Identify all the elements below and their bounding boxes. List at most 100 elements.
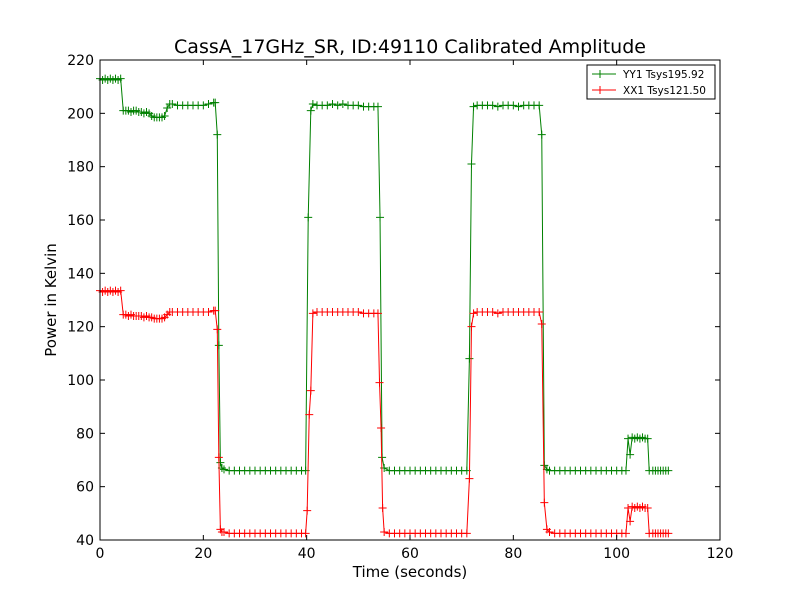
- legend-marker-xx1: [596, 86, 604, 94]
- data-point: [204, 308, 213, 316]
- x-tick-label: 120: [707, 546, 734, 562]
- series-layer: [96, 74, 673, 538]
- y-tick-label: 100: [67, 373, 94, 389]
- data-point: [213, 325, 222, 334]
- y-tick-label: 180: [67, 160, 94, 176]
- data-point: [354, 308, 363, 316]
- data-point: [493, 102, 502, 111]
- data-point: [488, 308, 497, 316]
- legend-entry-yy1: YY1 Tsys195.92: [622, 69, 704, 81]
- series-xx1: [96, 286, 673, 538]
- y-tick-label: 140: [67, 266, 94, 282]
- data-point: [624, 504, 633, 512]
- plot-area: [100, 60, 720, 540]
- y-tick-label: 80: [76, 426, 94, 442]
- data-point: [626, 450, 635, 459]
- series-yy1: [96, 74, 673, 475]
- data-point: [664, 466, 673, 475]
- data-point: [116, 74, 125, 83]
- data-point: [303, 506, 312, 515]
- data-point: [220, 465, 228, 474]
- x-axis: 0 20 40 60 80 100 120: [96, 60, 734, 562]
- legend-entry-xx1: XX1 Tsys121.50: [623, 85, 706, 97]
- data-point: [545, 528, 554, 536]
- data-point: [626, 517, 635, 526]
- y-tick-label: 40: [76, 533, 94, 549]
- data-point: [333, 101, 342, 110]
- x-axis-label: Time (seconds): [352, 563, 468, 581]
- data-point: [467, 160, 476, 168]
- y-tick-label: 200: [67, 106, 94, 122]
- data-point: [380, 528, 389, 536]
- data-point: [540, 498, 549, 507]
- data-point: [643, 434, 652, 443]
- legend: YY1 Tsys195.92 XX1 Tsys121.50: [586, 64, 716, 100]
- data-point: [535, 308, 544, 316]
- x-tick-label: 80: [504, 546, 522, 562]
- data-point: [211, 306, 220, 315]
- data-point: [214, 453, 223, 462]
- x-tick-label: 60: [401, 546, 419, 562]
- data-point: [537, 320, 546, 328]
- x-tick-label: 40: [298, 546, 316, 562]
- data-point: [301, 529, 310, 538]
- y-axis-label: Power in Kelvin: [42, 243, 60, 357]
- data-point: [204, 100, 213, 108]
- data-point: [540, 461, 549, 470]
- data-point: [509, 101, 518, 110]
- data-point: [624, 434, 633, 443]
- data-point: [537, 130, 546, 139]
- data-point: [373, 309, 382, 318]
- data-point: [469, 102, 478, 111]
- data-point: [308, 100, 317, 108]
- data-point: [306, 106, 315, 115]
- data-point: [214, 341, 223, 350]
- data-point: [378, 504, 387, 512]
- data-point: [469, 309, 478, 318]
- data-point: [323, 101, 332, 110]
- data-point: [338, 100, 347, 108]
- x-tick-label: 100: [603, 546, 630, 562]
- y-axis: 40 60 80 100 120 140 160 180 200 220: [67, 53, 720, 549]
- data-point: [306, 386, 315, 395]
- legend-box: [586, 64, 716, 100]
- data-point: [621, 466, 630, 475]
- data-point: [211, 98, 220, 107]
- data-point: [199, 101, 208, 110]
- legend-marker-yy1: [596, 70, 604, 78]
- data-point: [377, 424, 386, 432]
- chart-title: CassA_17GHz_SR, ID:49110 Calibrated Ampl…: [174, 36, 646, 58]
- data-point: [375, 378, 384, 387]
- data-point: [664, 529, 673, 538]
- data-point: [216, 458, 225, 467]
- data-point: [467, 322, 476, 331]
- data-point: [116, 286, 125, 295]
- data-point: [643, 504, 652, 512]
- data-point: [493, 309, 502, 318]
- y-tick-label: 120: [67, 320, 94, 336]
- y-tick-label: 160: [67, 213, 94, 229]
- data-point: [376, 213, 385, 222]
- data-point: [305, 410, 314, 419]
- data-point: [168, 100, 177, 108]
- data-point: [373, 102, 382, 111]
- data-point: [354, 101, 363, 110]
- data-point: [220, 528, 228, 536]
- data-point: [514, 102, 523, 111]
- data-point: [621, 529, 630, 538]
- x-tick-label: 20: [194, 546, 212, 562]
- data-point: [535, 101, 544, 110]
- data-point: [328, 100, 337, 108]
- x-tick-label: 0: [96, 546, 105, 562]
- y-tick-label: 220: [67, 53, 94, 69]
- data-point: [213, 130, 222, 139]
- data-point: [462, 529, 471, 538]
- y-tick-label: 60: [76, 480, 94, 496]
- data-point: [308, 309, 317, 318]
- data-point: [304, 213, 313, 222]
- data-point: [488, 101, 497, 110]
- data-point: [160, 112, 169, 120]
- data-point: [465, 354, 474, 363]
- data-point: [465, 474, 474, 483]
